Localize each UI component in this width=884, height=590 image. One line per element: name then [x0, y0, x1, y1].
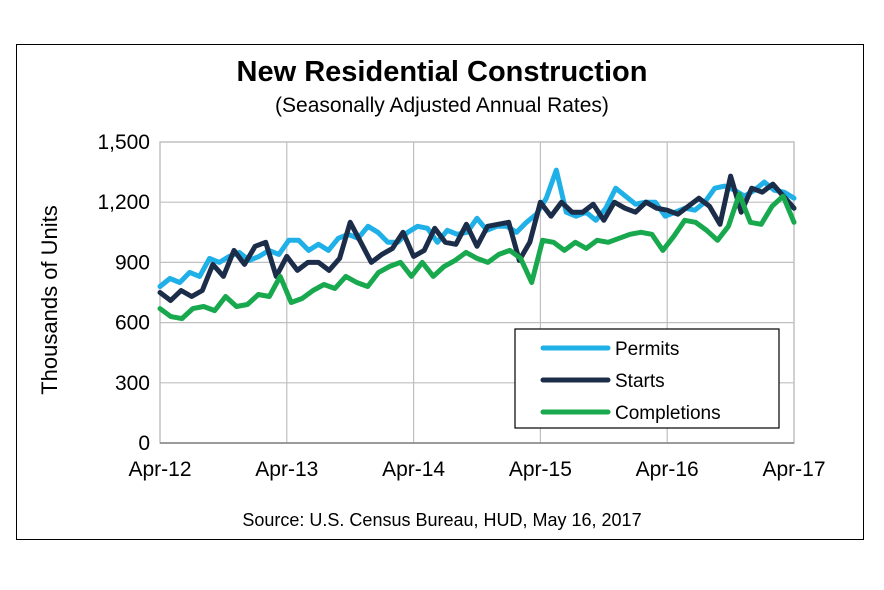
series-lines — [157, 167, 797, 322]
y-axis-label: Thousands of Units — [37, 205, 62, 395]
y-tick-label: 1,200 — [97, 191, 150, 214]
series-line-starts — [157, 173, 797, 303]
legend-label-permits: Permits — [615, 339, 679, 360]
y-tick-label: 1,500 — [97, 131, 150, 154]
x-tick-label: Apr-15 — [509, 458, 572, 481]
legend-label-starts: Starts — [615, 371, 665, 392]
chart-title: New Residential Construction — [236, 56, 648, 88]
y-tick-label: 900 — [115, 251, 150, 274]
x-tick-label: Apr-16 — [636, 458, 699, 481]
series-line-completions — [157, 191, 797, 322]
y-tick-label: 300 — [115, 372, 150, 395]
y-tick-label: 600 — [115, 312, 150, 335]
y-tick-labels: 0 300 600 900 1,200 1,500 — [97, 131, 150, 455]
x-tick-label: Apr-12 — [128, 458, 191, 481]
x-tick-label: Apr-14 — [382, 458, 445, 481]
y-tick-label: 0 — [138, 432, 150, 455]
chart-frame — [16, 44, 864, 540]
chart-subtitle: (Seasonally Adjusted Annual Rates) — [275, 94, 609, 117]
legend: Permits Starts Completions — [514, 328, 780, 429]
x-tick-label: Apr-13 — [255, 458, 318, 481]
x-tick-label: Apr-17 — [762, 458, 825, 481]
x-tick-labels: Apr-12 Apr-13 Apr-14 Apr-15 Apr-16 Apr-17 — [128, 458, 825, 481]
chart-source: Source: U.S. Census Bureau, HUD, May 16,… — [242, 510, 642, 530]
legend-label-completions: Completions — [615, 403, 721, 424]
